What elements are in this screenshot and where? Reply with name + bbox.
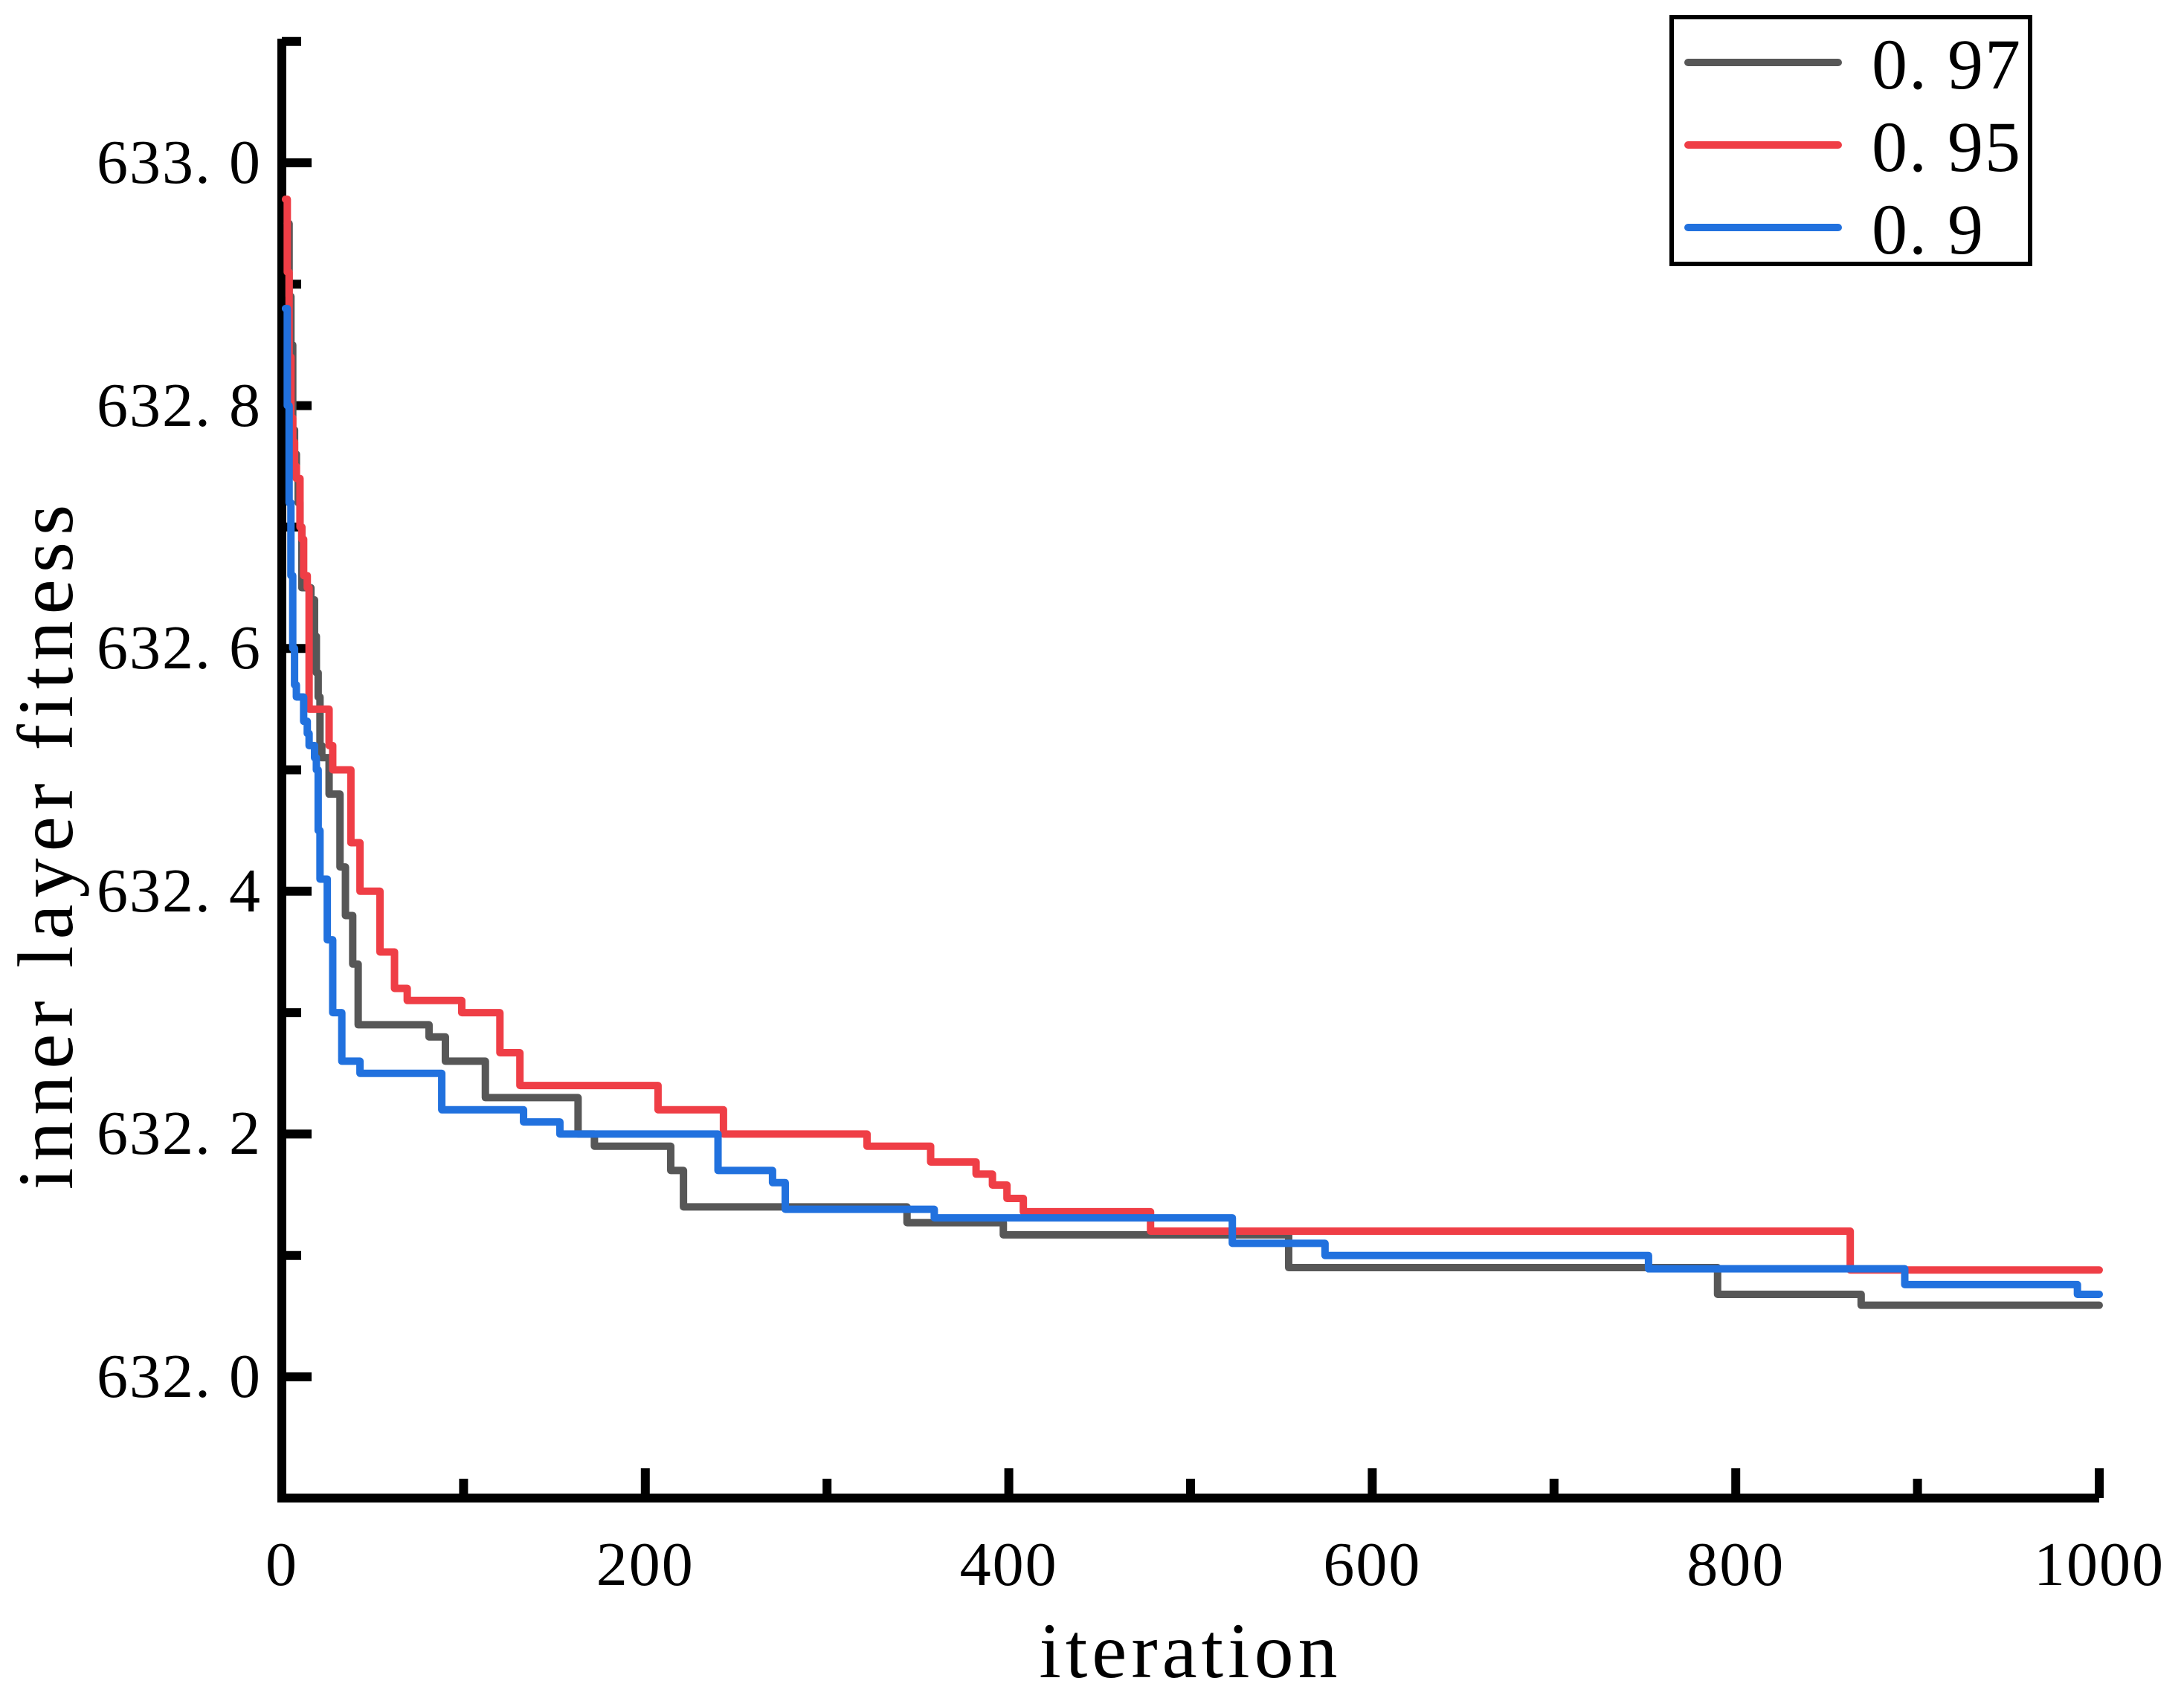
legend-swatch-blue	[1684, 224, 1842, 231]
legend-label: 0. 95	[1872, 107, 2022, 187]
y-tick-label: 632. 2	[97, 1099, 262, 1169]
x-tick-label: 800	[1687, 1530, 1785, 1599]
x-tick-label: 0	[265, 1530, 298, 1599]
series-line-0.95	[281, 195, 2103, 1274]
series-line-0.9	[281, 304, 2103, 1298]
y-tick-label: 632. 4	[97, 856, 262, 926]
series-line-0.97	[283, 219, 2103, 1309]
legend-row: 0. 97	[1674, 21, 2028, 104]
legend-label: 0. 9	[1872, 190, 1985, 269]
y-tick-label: 633. 0	[97, 128, 262, 197]
y-tick-label: 632. 6	[97, 613, 262, 683]
y-tick-label: 632. 8	[97, 370, 262, 440]
legend: 0. 97 0. 95 0. 9	[1669, 15, 2032, 269]
legend-label: 0. 97	[1872, 25, 2022, 104]
y-tick-label: 632. 0	[97, 1342, 262, 1411]
y-axis-title: inner layer fitness	[2, 497, 89, 1190]
x-tick-label: 600	[1323, 1530, 1422, 1599]
x-tick-label: 200	[596, 1530, 695, 1599]
legend-row: 0. 9	[1674, 186, 2028, 269]
x-tick-label: 1000	[2034, 1530, 2165, 1599]
x-tick-label: 400	[959, 1530, 1058, 1599]
legend-swatch-gray	[1684, 59, 1842, 66]
legend-row: 0. 95	[1674, 103, 2028, 187]
x-axis-title: iteration	[1039, 1607, 1342, 1694]
legend-swatch-red	[1684, 141, 1842, 149]
